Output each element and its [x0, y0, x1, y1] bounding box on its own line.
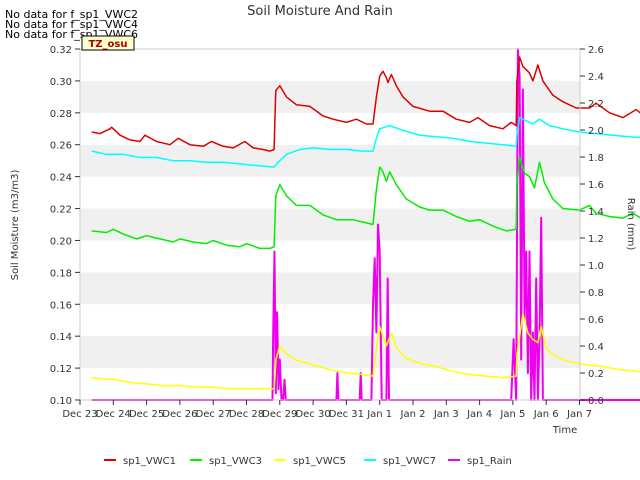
x-tick-label: Jan 7	[566, 409, 592, 420]
no-data-note-2: No data for f_sp1_VWC4	[5, 18, 139, 31]
y2-axis-ticks: 0.0 0.2 0.4 0.6 0.8 1.0 1.2 1.4 1.6 1.8 2.0 2.2 2.4 2…	[580, 45, 604, 407]
x-tick-label: Dec 31	[329, 409, 364, 420]
y2-tick-label: 1.0	[588, 261, 604, 272]
y2-tick-label: 2.0	[588, 126, 604, 137]
x-tick-label: Dec 28	[229, 409, 264, 420]
grid-band	[80, 304, 580, 337]
x-tick-label: Jan 1	[366, 409, 392, 420]
legend-label: sp1_VWC3	[209, 456, 262, 467]
grid-band	[80, 240, 580, 273]
y-axis-ticks: 0.10 0.12 0.14 0.16 0.18 0.20 0.22 0.24 0.26 0.28…	[50, 45, 80, 407]
y-tick-label: 0.22	[50, 205, 72, 216]
y-tick-label: 0.24	[50, 173, 72, 184]
site-label: TZ_osu	[88, 39, 127, 50]
y2-tick-label: 1.8	[588, 153, 604, 164]
x-tick-label: Dec 24	[96, 409, 131, 420]
grid-band	[80, 80, 580, 113]
legend: sp1_VWC1 sp1_VWC3 sp1_VWC5 sp1_VWC7 sp1_Rain	[104, 456, 512, 467]
y-tick-label: 0.28	[50, 109, 72, 120]
y-tick-label: 0.10	[50, 396, 72, 407]
y-tick-label: 0.18	[50, 268, 72, 279]
x-tick-label: Jan 3	[433, 409, 459, 420]
y2-tick-label: 2.6	[588, 45, 604, 56]
y2-tick-label: 2.4	[588, 72, 604, 83]
y2-tick-label: 0.2	[588, 369, 604, 380]
x-tick-label: Jan 4	[466, 409, 492, 420]
x-tick-label: Dec 30	[295, 409, 330, 420]
x-tick-label: Dec 27	[196, 409, 231, 420]
x-tick-label: Dec 29	[262, 409, 297, 420]
x-tick-label: Jan 5	[499, 409, 525, 420]
x-tick-label: Dec 26	[162, 409, 197, 420]
series-line-sp1_VWC3	[91, 156, 640, 250]
legend-label: sp1_Rain	[467, 456, 512, 467]
y2-axis-label: Rain (mm)	[625, 198, 636, 251]
y-tick-label: 0.30	[50, 77, 72, 88]
series-line-sp1_VWC7	[91, 116, 640, 168]
y2-tick-label: 1.6	[588, 180, 604, 191]
y-axis-label: Soil Moisture (m3/m3)	[10, 170, 21, 281]
no-data-note-1: No data for f_sp1_VWC2	[5, 8, 139, 21]
y-tick-label: 0.16	[50, 300, 72, 311]
legend-label: sp1_VWC1	[123, 456, 176, 467]
y2-tick-label: 0.4	[588, 342, 604, 353]
y2-tick-label: 1.2	[588, 234, 604, 245]
grid-band	[80, 368, 580, 400]
grid-band	[80, 49, 580, 81]
y2-tick-label: 2.2	[588, 99, 604, 110]
y2-tick-label: 1.4	[588, 207, 604, 218]
x-tick-label: Dec 23	[62, 409, 97, 420]
y-tick-label: 0.14	[50, 332, 72, 343]
plot-frame	[79, 48, 581, 401]
site-label-box	[81, 35, 135, 51]
y-tick-label: 0.20	[50, 236, 72, 247]
x-tick-label: Jan 2	[400, 409, 426, 420]
y2-tick-label: 0.6	[588, 315, 604, 326]
grid-band	[80, 336, 580, 369]
y-tick-label: 0.26	[50, 141, 72, 152]
y-tick-label: 0.32	[50, 45, 72, 56]
legend-label: sp1_VWC7	[383, 456, 436, 467]
series-line-sp1_VWC1	[91, 56, 640, 152]
x-tick-label: Dec 25	[129, 409, 164, 420]
grid-band	[80, 208, 580, 241]
x-tick-label: Jan 6	[533, 409, 559, 420]
y2-tick-label: 0.0	[588, 396, 604, 407]
y-tick-label: 0.12	[50, 364, 72, 375]
y2-tick-label: 0.8	[588, 288, 604, 299]
legend-label: sp1_VWC5	[293, 456, 346, 467]
grid-bands	[80, 49, 580, 400]
grid-band	[80, 272, 580, 305]
series-line-sp1_VWC5	[91, 313, 640, 390]
chart-title: Soil Moisture And Rain	[247, 4, 393, 19]
x-axis-label: Time	[552, 425, 577, 436]
grid-band	[80, 176, 580, 209]
